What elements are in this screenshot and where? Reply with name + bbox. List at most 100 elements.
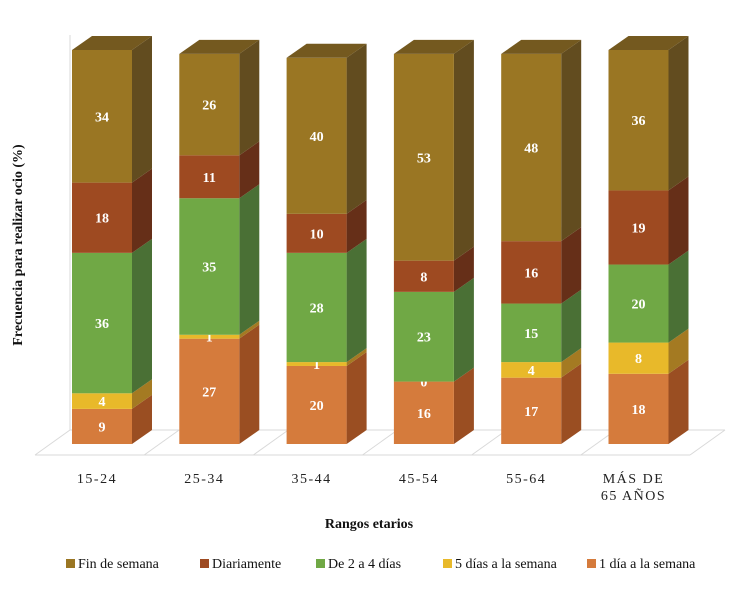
data-label: 27 xyxy=(202,385,216,400)
bar-side xyxy=(561,363,582,444)
data-label: 20 xyxy=(310,399,324,414)
legend-label: Fin de semana xyxy=(78,557,160,572)
bar-top xyxy=(608,36,689,50)
bar-segment xyxy=(72,50,132,183)
bar-segment xyxy=(501,303,562,363)
data-label: 19 xyxy=(632,221,646,236)
bar-segment xyxy=(72,393,132,409)
floor-divider xyxy=(253,429,289,456)
floor-right-edge xyxy=(689,429,726,456)
bar-side xyxy=(453,277,474,382)
data-label: 18 xyxy=(632,403,646,418)
bar-side xyxy=(561,227,582,304)
bar-side xyxy=(453,246,474,292)
floor-divider xyxy=(471,429,507,456)
bar-segment xyxy=(501,377,562,444)
bar-segment xyxy=(608,342,669,374)
bar-segment xyxy=(179,338,240,444)
data-label: 40 xyxy=(310,130,324,145)
bar-top xyxy=(393,39,474,54)
legend-label: De 2 a 4 días xyxy=(328,557,401,572)
data-label: 10 xyxy=(310,227,324,242)
data-label: 4 xyxy=(99,395,106,410)
legend-swatch xyxy=(200,559,209,568)
bar-side xyxy=(668,176,689,265)
legend-label: 5 días a la semana xyxy=(455,557,558,572)
bar-segment xyxy=(286,213,347,253)
bar-segment xyxy=(286,362,347,366)
bar-top xyxy=(72,36,152,50)
bar-segment xyxy=(608,190,669,265)
bar-side xyxy=(453,39,474,261)
bar-segment xyxy=(179,53,240,156)
bar-side xyxy=(346,348,367,366)
x-tick-label: 35-44 xyxy=(292,472,332,487)
data-label: 11 xyxy=(203,171,216,186)
floor-divider xyxy=(362,429,398,456)
bar-segment xyxy=(501,241,562,304)
bar-side xyxy=(561,289,582,363)
bar-side xyxy=(346,238,367,363)
bar-segment xyxy=(286,252,347,363)
bar-segment xyxy=(393,260,454,292)
bar-segment xyxy=(179,198,240,335)
x-axis-title: Rangos etarios xyxy=(325,517,414,532)
bar-side xyxy=(239,324,260,444)
bar-segment xyxy=(608,373,669,444)
data-label: 0 xyxy=(420,376,427,391)
bar-top xyxy=(501,39,582,54)
bar-segment xyxy=(501,53,562,242)
data-label: 48 xyxy=(524,142,538,157)
bar-top xyxy=(286,43,367,58)
bar-side xyxy=(668,359,689,444)
bar-side xyxy=(346,43,367,214)
bar-segment xyxy=(608,264,669,343)
bar-side xyxy=(132,36,152,183)
data-label: 1 xyxy=(206,331,213,346)
x-tick-label: 25-34 xyxy=(184,472,224,487)
data-label: 34 xyxy=(95,110,109,125)
bar-segment xyxy=(286,365,347,444)
legend-label: 1 día a la semana xyxy=(599,557,696,572)
bar-side xyxy=(346,199,367,253)
x-tick-label: 15-24 xyxy=(77,472,117,487)
bar-segment xyxy=(393,381,454,444)
bar-side xyxy=(561,39,582,242)
legend-swatch xyxy=(66,559,75,568)
bar-segment xyxy=(72,252,132,394)
bar-segment xyxy=(501,362,562,378)
bar-side xyxy=(239,39,260,156)
bar-segment xyxy=(72,182,132,253)
x-tick-label: MÁS DE xyxy=(603,470,665,487)
bar-side xyxy=(668,36,689,191)
data-label: 20 xyxy=(632,298,646,313)
data-label: 28 xyxy=(310,301,324,316)
bar-side xyxy=(668,250,689,343)
data-label: 15 xyxy=(524,327,538,342)
legend-label: Diariamente xyxy=(212,557,281,572)
bar-segment xyxy=(179,155,240,199)
bar-side xyxy=(132,238,152,394)
bar-side xyxy=(132,379,152,409)
bar-side xyxy=(453,367,474,444)
data-label: 8 xyxy=(420,270,427,285)
bar-segment xyxy=(179,334,240,339)
data-label: 36 xyxy=(632,114,646,129)
bar-side xyxy=(346,351,367,444)
data-label: 35 xyxy=(202,261,216,276)
data-label: 4 xyxy=(528,364,535,379)
bar-side xyxy=(239,141,260,199)
legend-swatch xyxy=(316,559,325,568)
bar-side xyxy=(239,320,260,339)
floor-divider xyxy=(143,429,180,456)
data-label: 18 xyxy=(95,212,109,227)
bar-segment xyxy=(608,50,669,191)
data-label: 23 xyxy=(417,331,431,346)
bar-side xyxy=(132,394,152,444)
bar-segment xyxy=(393,53,454,261)
x-tick-label: 65 AÑOS xyxy=(601,488,666,504)
bar-side xyxy=(668,328,689,374)
legend-swatch xyxy=(587,559,596,568)
data-label: 26 xyxy=(202,99,216,114)
y-axis-title: Frecuencia para realizar ocio (%) xyxy=(11,144,26,346)
